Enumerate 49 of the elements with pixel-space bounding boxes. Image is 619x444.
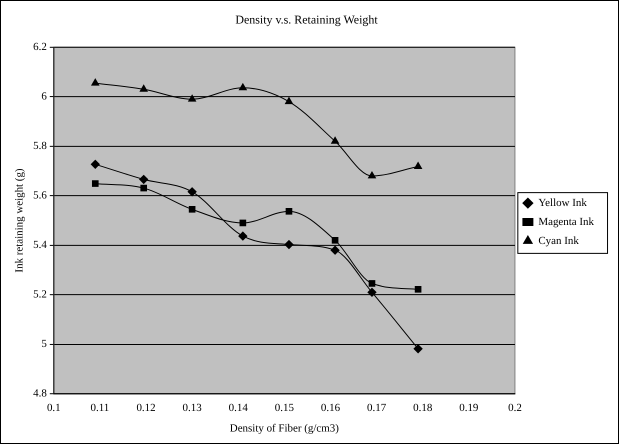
x-tick-label: 0.13 — [182, 402, 202, 414]
point — [414, 344, 423, 354]
point — [414, 162, 422, 170]
x-axis-title: Density of Fiber (g/cm3) — [230, 422, 340, 434]
x-tick-label: 0.17 — [367, 402, 387, 414]
point — [284, 240, 294, 250]
point — [238, 232, 248, 241]
point — [368, 280, 376, 287]
y-tick-label: 5.6 — [33, 190, 48, 202]
y-tick-label: 4.8 — [33, 388, 48, 400]
point — [330, 246, 340, 255]
legend-label: Cyan Ink — [538, 234, 580, 247]
point — [140, 84, 148, 92]
x-tick-label: 0.1 — [46, 402, 61, 414]
y-tick-label: 5 — [41, 338, 48, 350]
point — [188, 94, 196, 102]
point — [238, 83, 247, 90]
y-tick-label: 5.2 — [33, 288, 47, 301]
legend-label: Yellow Ink — [538, 196, 588, 209]
point — [140, 184, 148, 192]
legend-label: Magenta Ink — [538, 216, 595, 228]
point — [139, 174, 148, 184]
y-tick-label: 5.4 — [33, 239, 48, 252]
point — [90, 160, 100, 169]
point — [331, 136, 340, 144]
point — [414, 286, 422, 293]
point — [240, 220, 246, 226]
y-tick-label: 6.2 — [33, 41, 47, 54]
point — [368, 171, 376, 178]
chart-title: Density v.s. Retaining Weight — [235, 12, 378, 26]
point — [92, 180, 99, 187]
point — [286, 208, 292, 215]
x-tick-label: 0.14 — [228, 402, 248, 414]
y-axis-title: Ink retaining weight (g) — [13, 168, 26, 273]
y-tick-label: 6 — [41, 90, 48, 103]
x-tick-label: 0.12 — [136, 402, 156, 414]
point — [188, 187, 197, 196]
point — [367, 288, 376, 297]
y-tick-label: 5.8 — [33, 140, 48, 152]
x-tick-label: 0.11 — [90, 402, 110, 414]
x-tick-label: 0.2 — [508, 402, 522, 414]
x-tick-label: 0.18 — [413, 402, 433, 414]
x-tick-label: 0.19 — [459, 402, 479, 414]
point — [188, 206, 196, 213]
point — [285, 97, 293, 104]
x-tick-label: 0.15 — [274, 402, 294, 414]
point — [91, 78, 100, 86]
point — [332, 237, 338, 244]
x-tick-label: 0.16 — [320, 402, 341, 414]
